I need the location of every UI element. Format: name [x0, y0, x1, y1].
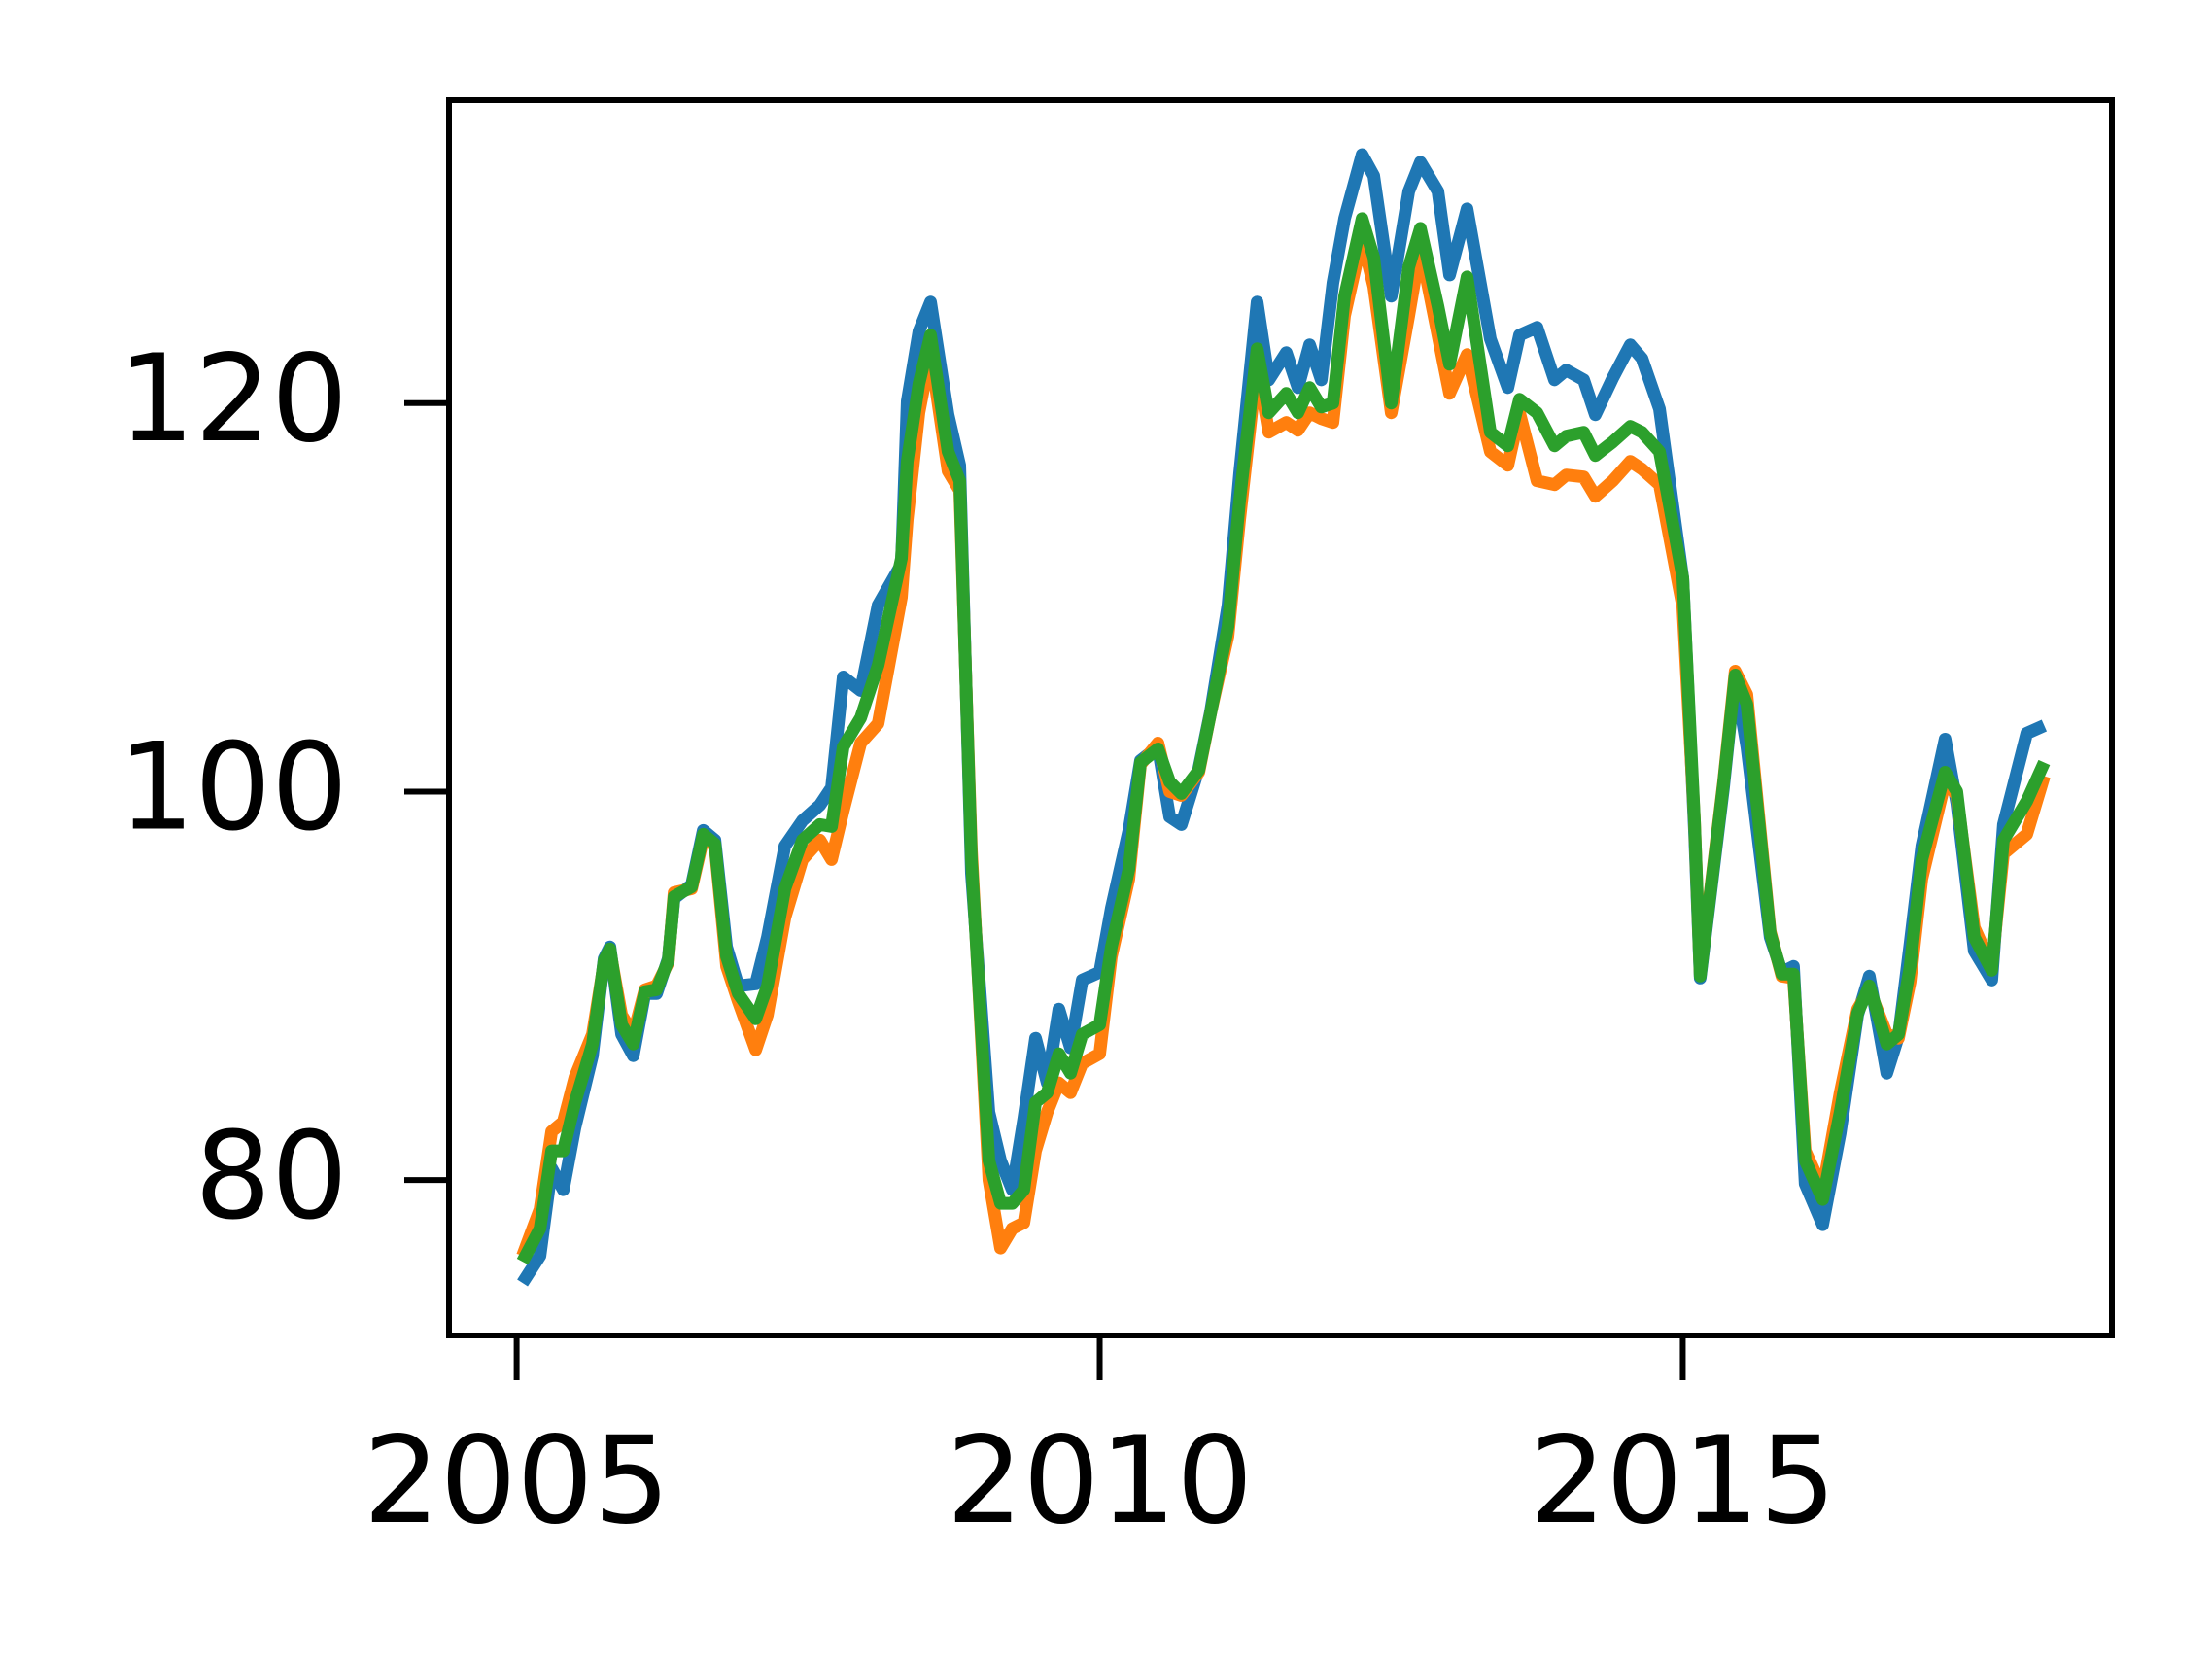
x-tick-label: 2010: [947, 1411, 1254, 1551]
plot-frame: [446, 97, 2115, 1338]
data-line: [516, 212, 2051, 1265]
y-tick-label: 80: [194, 1106, 348, 1246]
x-tick-label: 2005: [363, 1411, 671, 1551]
data-line: [517, 148, 2048, 1287]
y-tick-label: 100: [118, 718, 348, 858]
y-tick-label: 120: [118, 329, 348, 469]
x-tick-label: 2015: [1530, 1411, 1837, 1551]
